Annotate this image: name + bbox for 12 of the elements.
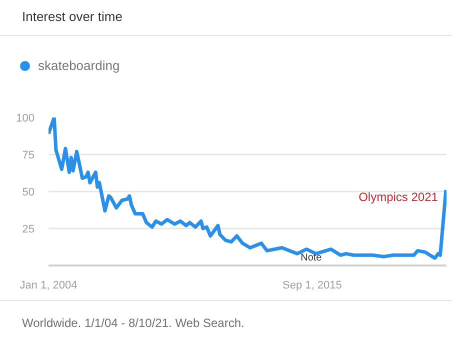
- y-tick-label: 100: [16, 112, 35, 124]
- y-tick-label: 25: [22, 224, 35, 236]
- chart-title: Interest over time: [0, 0, 452, 36]
- annotation: Olympics 2021: [358, 190, 438, 204]
- line-series: [48, 118, 446, 260]
- legend-label: skateboarding: [38, 57, 120, 75]
- annotation: Note: [300, 252, 322, 264]
- text: Worldwide. 1/1/04 - 8/10/21. Web Search.: [0, 300, 452, 332]
- y-tick-label: 50: [22, 186, 35, 198]
- x-tick-label: Jan 1, 2004: [20, 280, 78, 292]
- y-tick-label: 75: [22, 150, 35, 162]
- x-tick-label: Sep 1, 2015: [282, 280, 342, 292]
